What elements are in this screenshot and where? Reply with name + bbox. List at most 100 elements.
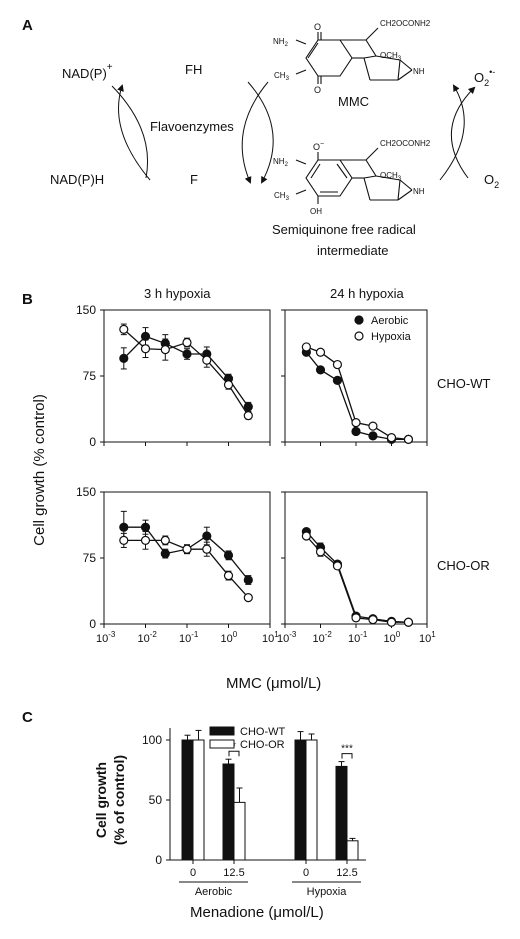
col-title-3h: 3 h hypoxia <box>144 286 211 301</box>
data-point-hypoxia <box>315 347 326 357</box>
bar-cho-wt <box>181 739 194 861</box>
bar-cho-or <box>346 840 359 861</box>
significance-bracket <box>341 753 353 759</box>
data-point-hypoxia <box>301 342 311 352</box>
subplot-2: Aerobic Hypoxia <box>281 309 428 446</box>
x-tick-label: 10-1 <box>348 630 368 645</box>
data-point-aerobic <box>351 426 361 437</box>
legend-label-cho-or: CHO-OR <box>240 739 285 751</box>
x-tick-label: 10-2 <box>313 630 333 645</box>
svg-text:NH: NH <box>413 187 425 196</box>
bar-cho-wt <box>222 763 235 861</box>
data-point-hypoxia <box>243 592 253 603</box>
svg-text:CH2OCONH2: CH2OCONH2 <box>380 19 431 28</box>
data-point-aerobic <box>332 375 343 385</box>
data-point-aerobic <box>160 548 170 559</box>
data-point-hypoxia <box>182 337 192 348</box>
data-point-aerobic <box>243 402 253 412</box>
x-tick-label: 101 <box>262 630 279 645</box>
data-point-hypoxia <box>223 570 234 581</box>
superoxide-label: O2•- <box>474 67 495 88</box>
data-point-hypoxia <box>386 433 397 443</box>
data-point-hypoxia <box>368 421 378 431</box>
data-point-hypoxia <box>160 345 170 355</box>
data-point-hypoxia <box>403 434 414 444</box>
data-point-aerobic <box>223 550 234 560</box>
data-point-hypoxia <box>223 380 234 390</box>
panel-b-xlabel: MMC (μmol/L) <box>226 675 321 692</box>
dose-label: 12.5 <box>223 867 244 879</box>
legend-marker-hypoxia <box>354 331 364 341</box>
svg-text:O: O <box>314 85 321 95</box>
subplot-frame <box>284 491 428 625</box>
svg-text:CH3: CH3 <box>274 71 290 82</box>
data-point-aerobic <box>315 365 326 375</box>
legend-label-hypoxia: Hypoxia <box>371 331 412 343</box>
semiquinone-label-line1: Semiquinone free radical <box>272 222 416 237</box>
data-point-hypoxia <box>243 411 253 421</box>
panel-b-ylabel: Cell growth (% control) <box>31 394 48 546</box>
panel-label-a: A <box>22 17 33 34</box>
x-tick-label: 101 <box>419 630 436 645</box>
x-tick-label: 10-3 <box>96 630 116 645</box>
y-tick-label: 75 <box>83 369 97 383</box>
data-point-hypoxia <box>182 544 192 554</box>
flavoenzymes-label: Flavoenzymes <box>150 119 234 134</box>
y-tick-label: 0 <box>155 853 162 867</box>
data-point-hypoxia <box>301 531 311 541</box>
nadp-cross-arc <box>111 85 149 179</box>
data-point-hypoxia <box>351 613 361 623</box>
fh-to-f-arrow <box>247 81 274 184</box>
data-point-hypoxia <box>315 547 326 557</box>
fh-label: FH <box>185 62 202 77</box>
data-point-hypoxia <box>332 561 343 571</box>
legend-swatch-cho-or <box>209 739 235 749</box>
panel-c-xlabel: Menadione (μmol/L) <box>190 904 324 921</box>
svg-text:CH3: CH3 <box>274 191 290 202</box>
y-tick-label: 150 <box>76 485 96 499</box>
dose-label: 12.5 <box>336 867 357 879</box>
y-tick-label: 100 <box>142 733 162 747</box>
row-label-or: CHO-OR <box>437 558 490 573</box>
significance-mark: *** <box>341 744 353 755</box>
subplot-4: 10-3 10-2 10-1 100 101 <box>277 491 436 645</box>
svg-text:CH2OCONH2: CH2OCONH2 <box>380 139 431 148</box>
nadph-label: NAD(P)H <box>50 172 104 187</box>
panel-b-plots: 0 75 150 Aerobic Hypoxia 10-3 10-2 10-1 100 101 0 7… <box>76 303 436 645</box>
y-tick-label: 0 <box>89 435 96 449</box>
svg-text:OH: OH <box>310 207 322 216</box>
y-tick-label: 50 <box>149 793 163 807</box>
dose-label: 0 <box>303 867 309 879</box>
col-title-24h: 24 h hypoxia <box>330 286 404 301</box>
x-tick-label: 10-1 <box>179 630 199 645</box>
bar-cho-or <box>192 739 205 861</box>
mmc-reduction-arrow <box>241 81 269 184</box>
data-point-hypoxia <box>368 614 378 625</box>
semiquinone-labels: NH2 CH3 CH2OCONH2 OCH3 NH O− OH <box>273 139 431 216</box>
svg-text:NH2: NH2 <box>273 157 289 168</box>
data-point-hypoxia <box>140 344 151 354</box>
panel-c-ylabel-line1: Cell growth <box>93 762 109 838</box>
data-point-hypoxia <box>140 535 151 546</box>
data-point-hypoxia <box>202 355 212 365</box>
f-label: F <box>190 172 198 187</box>
svg-text:O−: O− <box>313 141 324 152</box>
y-tick-label: 0 <box>89 617 96 631</box>
data-point-hypoxia <box>403 617 414 627</box>
bar-cho-wt <box>335 765 348 861</box>
dose-label: 0 <box>190 867 196 879</box>
mmc-labels: NH2 CH3 CH2OCONH2 OCH3 NH O O <box>273 19 431 95</box>
data-point-hypoxia <box>119 535 129 546</box>
data-point-aerobic <box>243 575 253 585</box>
x-tick-label: 100 <box>384 630 401 645</box>
data-point-aerobic <box>182 349 192 359</box>
panel-c-ylabel-line2: (% of control) <box>111 755 127 845</box>
data-point-hypoxia <box>202 544 212 554</box>
data-point-aerobic <box>140 331 151 341</box>
oxygen-label: O2 <box>484 172 499 190</box>
bar-cho-or <box>233 801 246 861</box>
data-point-aerobic <box>119 353 129 363</box>
panel-label-c: C <box>22 709 33 726</box>
subplot-frame <box>103 491 271 625</box>
subplot-1: 0 75 150 <box>76 303 271 449</box>
